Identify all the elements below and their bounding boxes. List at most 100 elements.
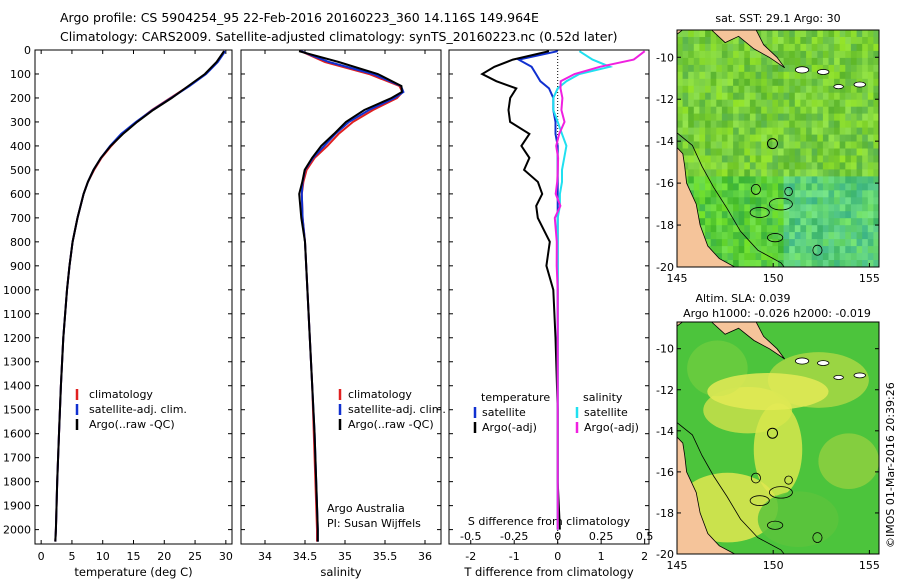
sst-pixel [705, 37, 712, 45]
sst-pixel [789, 37, 796, 45]
sst-pixel [845, 141, 852, 150]
sst-pixel [873, 190, 879, 198]
reef-outline [749, 495, 770, 506]
x-tick-label: 5 [68, 550, 75, 563]
sst-pixel [806, 239, 813, 247]
sst-pixel [862, 253, 869, 261]
sst-pixel [727, 37, 734, 45]
sst-pixel [822, 78, 830, 87]
map-title: sat. SST: 29.1 Argo: 30 [715, 12, 840, 25]
sst-pixel [766, 155, 773, 164]
sst-pixel [682, 127, 689, 136]
sst-pixel [834, 211, 841, 219]
sst-pixel [688, 120, 695, 129]
sst-pixel [677, 37, 684, 45]
sst-pixel [733, 148, 740, 157]
sst-pixel [755, 120, 762, 129]
sst-pixel [789, 148, 796, 157]
sst-pixel [867, 162, 874, 170]
sst-pixel [705, 183, 712, 191]
map-y-tick-label: -20 [656, 261, 674, 274]
sst-pixel [738, 148, 745, 157]
sst-pixel [699, 120, 706, 129]
sst-pixel [867, 225, 874, 233]
sst-pixel [834, 225, 841, 233]
sst-pixel [806, 43, 813, 52]
sst-pixel [800, 43, 807, 52]
top-tick-label: 0.25 [589, 530, 614, 543]
sst-pixel [766, 169, 773, 177]
sst-pixel [749, 78, 757, 87]
sst-pixel [783, 78, 790, 87]
sst-pixel [705, 92, 712, 101]
sst-pixel [834, 30, 841, 38]
sst-pixel [856, 37, 863, 45]
sst-pixel [755, 204, 762, 212]
sst-pixel [778, 176, 785, 184]
sst-pixel [721, 85, 729, 94]
sst-pixel [867, 127, 874, 136]
legend-label: climatology [348, 388, 412, 401]
sst-pixel [862, 197, 869, 205]
sst-pixel [693, 78, 700, 87]
sst-pixel [817, 134, 824, 143]
sst-pixel [856, 197, 863, 205]
plot-frame [448, 49, 650, 545]
sst-pixel [755, 197, 762, 205]
sst-pixel [677, 92, 684, 101]
sst-pixel [716, 176, 723, 184]
sst-pixel [850, 113, 858, 122]
x-tick-label: 1 [598, 550, 605, 563]
sst-pixel [845, 225, 852, 233]
reef-outline [812, 244, 823, 256]
sst-pixel [806, 37, 813, 45]
sst-pixel [693, 197, 700, 205]
sst-pixel [727, 162, 734, 170]
sst-pixel [873, 225, 879, 233]
sst-pixel [766, 141, 773, 150]
sst-pixel [688, 50, 695, 59]
sst-pixel [800, 141, 807, 150]
sst-pixel [710, 120, 717, 129]
sst-pixel [867, 85, 874, 94]
plot-frame [240, 49, 442, 545]
sst-pixel [766, 113, 773, 122]
sst-pixel [811, 64, 818, 73]
sst-pixel [789, 246, 796, 254]
sst-pixel [693, 190, 700, 198]
sst-pixel [710, 204, 717, 212]
sst-pixel [699, 43, 706, 52]
sst-pixel [699, 218, 706, 226]
sst-pixel [850, 37, 858, 45]
sst-pixel [817, 148, 824, 157]
sst-pixel [699, 204, 706, 212]
sst-pixel [778, 232, 785, 240]
sst-pixel [856, 50, 863, 59]
sst-pixel [856, 183, 863, 191]
sst-pixel [811, 92, 818, 101]
sst-pixel [778, 134, 785, 143]
sst-pixel [867, 176, 874, 184]
sst-pixel [772, 113, 779, 122]
sst-pixel [817, 37, 824, 45]
sst-pixel [761, 99, 768, 108]
land-papua [677, 30, 786, 69]
sst-pixel [873, 78, 879, 87]
sst-pixel [811, 134, 818, 143]
sst-pixel [749, 232, 757, 240]
sst-pixel [834, 141, 841, 150]
sst-pixel [834, 64, 841, 73]
annotation-line: Argo Australia [327, 502, 405, 515]
sst-pixel [772, 141, 779, 150]
sst-pixel [839, 155, 846, 164]
sst-pixel [789, 57, 796, 66]
sst-pixel [856, 225, 863, 233]
sst-pixel [772, 239, 779, 247]
y-tick-label: 200 [10, 92, 31, 105]
sst-pixel [817, 106, 824, 115]
sst-pixel [850, 176, 858, 184]
sst-pixel [744, 71, 751, 80]
sst-pixel [839, 190, 846, 198]
sst-pixel [772, 176, 779, 184]
sst-pixel [822, 92, 830, 101]
